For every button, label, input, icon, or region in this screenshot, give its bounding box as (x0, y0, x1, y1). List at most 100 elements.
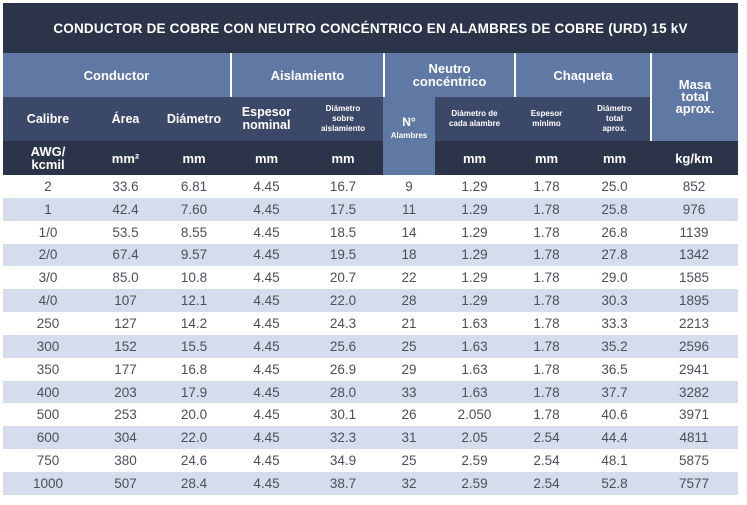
table-cell: 32.3 (303, 426, 383, 450)
table-cell: 18 (383, 243, 435, 267)
col-diametro: Diámetro (158, 97, 230, 141)
table-cell: 1.29 (435, 289, 514, 313)
unit-calibre: AWG/ kcmil (3, 141, 93, 175)
table-cell: 29 (401, 361, 417, 377)
col-n-alambres: N° Alambres (383, 97, 435, 175)
table-cell: 4.45 (230, 197, 303, 221)
table-cell: 7.60 (158, 197, 230, 221)
table-cell: 3971 (678, 407, 710, 423)
table-cell: 36.5 (601, 361, 628, 377)
table-cell: 2.54 (533, 453, 560, 469)
table-cell: 14 (401, 224, 417, 240)
table-cell: 7577 (650, 471, 738, 495)
table-cell: 4.45 (253, 453, 280, 469)
table-row: 2 33.6 6.81 4.45 16.7 9 1.29 1.78 25.0 852 (3, 175, 738, 198)
table-cell: 42.4 (93, 197, 158, 221)
table-cell: 750 (36, 453, 60, 469)
table-cell: 2596 (650, 334, 738, 358)
table-cell: 22.0 (303, 289, 383, 313)
table-cell: 4811 (650, 426, 738, 450)
table-row: 250 127 14.2 4.45 24.3 21 1.63 1.78 33.3 2213 (3, 312, 738, 335)
table-cell: 15.5 (158, 334, 230, 358)
table-cell: 22.0 (158, 426, 230, 450)
table-cell: 85.0 (112, 270, 139, 286)
table-cell: 2.54 (514, 471, 579, 495)
table-cell: 1.78 (514, 197, 579, 221)
table-cell: 4/0 (3, 289, 93, 313)
table-row: 400 203 17.9 4.45 28.0 33 1.63 1.78 37.7 3282 (3, 380, 738, 404)
unit-diametro-alambre: mm (435, 141, 514, 175)
table-cell: 28.4 (158, 471, 230, 495)
table-cell: 2941 (678, 361, 710, 377)
table-cell: 1.78 (514, 334, 579, 358)
table-cell: 25 (383, 334, 435, 358)
table-cell: 25 (401, 453, 417, 469)
table-header: Conductor Aislamiento Neutro concéntrico… (3, 53, 738, 175)
data-table: 2 33.6 6.81 4.45 16.7 9 1.29 1.78 25.0 852 1 42.4 7.… (3, 175, 738, 495)
table-cell: 26 (401, 407, 417, 423)
table-cell: 8.55 (180, 224, 208, 240)
cable-spec-table: CONDUCTOR DE COBRE CON NEUTRO CONCÉNTRIC… (3, 3, 738, 495)
table-cell: 4.45 (253, 270, 280, 286)
table-cell: 26.8 (601, 224, 628, 240)
table-cell: 1 (3, 197, 93, 221)
table-cell: 12.1 (158, 289, 230, 313)
table-row: 750 380 24.6 4.45 34.9 25 2.59 2.54 48.1 5875 (3, 449, 738, 472)
table-cell: 17.5 (303, 197, 383, 221)
table-cell: 48.1 (601, 453, 628, 469)
table-row: 500 253 20.0 4.45 30.1 26 2.050 1.78 40.6 3971 (3, 403, 738, 426)
table-cell: 30.1 (329, 407, 357, 423)
table-body: 2 33.6 6.81 4.45 16.7 9 1.29 1.78 25.0 852 1 42.4 7.… (3, 175, 738, 495)
table-cell: 16.7 (329, 178, 357, 194)
table-cell: 1.78 (514, 380, 579, 404)
table-cell: 2.54 (514, 426, 579, 450)
table-cell: 304 (93, 426, 158, 450)
table-row: 3/0 85.0 10.8 4.45 20.7 22 1.29 1.78 29.0 1585 (3, 266, 738, 289)
table-cell: 1.63 (461, 315, 488, 331)
table-cell: 2.59 (435, 471, 514, 495)
table-cell: 44.4 (579, 426, 650, 450)
table-cell: 67.4 (93, 243, 158, 267)
table-cell: 2.05 (435, 426, 514, 450)
table-cell: 4.45 (230, 243, 303, 267)
table-cell: 350 (36, 361, 60, 377)
table-cell: 33.6 (112, 178, 139, 194)
col-diametro-total: Diámetro total aprox. (579, 97, 650, 141)
table-cell: 4.45 (253, 315, 280, 331)
table-cell: 14.2 (180, 315, 208, 331)
table-cell: 6.81 (180, 178, 208, 194)
table-cell: 10.8 (180, 270, 208, 286)
table-cell: 2/0 (3, 243, 93, 267)
table-cell: 33.3 (601, 315, 628, 331)
table-cell: 27.8 (579, 243, 650, 267)
unit-area: mm² (93, 141, 158, 175)
table-row: 2/0 67.4 9.57 4.45 19.5 18 1.29 1.78 27.8 1342 (3, 243, 738, 267)
table-cell: 53.5 (112, 224, 139, 240)
table-cell: 29.0 (601, 270, 628, 286)
group-neutro: Neutro concéntrico (383, 53, 514, 97)
table-cell: 25.0 (601, 178, 628, 194)
table-cell: 152 (93, 334, 158, 358)
table-cell: 40.6 (601, 407, 628, 423)
table-row: 4/0 107 12.1 4.45 22.0 28 1.29 1.78 30.3 1895 (3, 289, 738, 313)
table-cell: 19.5 (303, 243, 383, 267)
table-cell: 1.29 (435, 243, 514, 267)
table-cell: 2 (44, 178, 52, 194)
unit-diametro: mm (158, 141, 230, 175)
table-cell: 9.57 (158, 243, 230, 267)
table-cell: 976 (650, 197, 738, 221)
group-conductor: Conductor (3, 53, 230, 97)
table-row: 1/0 53.5 8.55 4.45 18.5 14 1.29 1.78 26.8 1139 (3, 221, 738, 244)
table-cell: 203 (93, 380, 158, 404)
table-cell: 34.9 (329, 453, 357, 469)
table-cell: 1.78 (514, 243, 579, 267)
table-cell: 21 (401, 315, 417, 331)
table-cell: 26.9 (329, 361, 357, 377)
table-cell: 20.0 (180, 407, 208, 423)
table-cell: 5875 (678, 453, 710, 469)
table-row: 1 42.4 7.60 4.45 17.5 11 1.29 1.78 25.8 976 (3, 197, 738, 221)
table-cell: 22 (401, 270, 417, 286)
table-cell: 1.63 (435, 380, 514, 404)
table-cell: 250 (36, 315, 60, 331)
table-cell: 3282 (650, 380, 738, 404)
